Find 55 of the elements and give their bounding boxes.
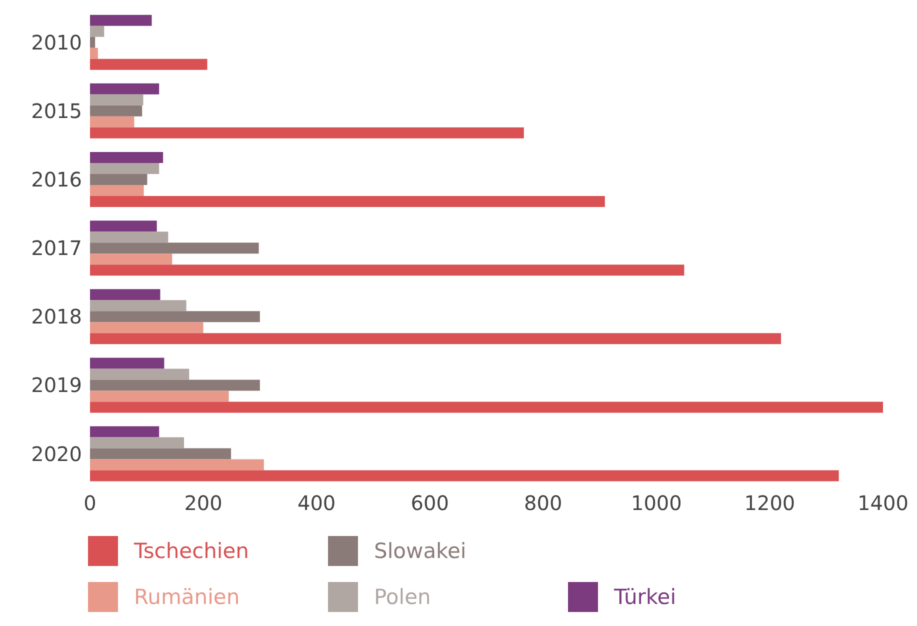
bar	[90, 83, 160, 94]
bar	[90, 152, 164, 163]
bar	[90, 333, 782, 344]
bar	[90, 358, 164, 369]
bar	[90, 196, 605, 207]
bar	[90, 58, 208, 70]
legend-label: Tschechien	[134, 539, 249, 563]
y-tick-label: 2018	[31, 304, 82, 329]
legend-label: Polen	[374, 585, 431, 609]
bar	[90, 232, 168, 243]
x-tick-label: 0	[84, 491, 96, 516]
bar	[90, 220, 157, 232]
bar	[90, 390, 229, 402]
y-tick-label: 2015	[31, 98, 82, 123]
bar	[90, 14, 152, 26]
x-tick-label: 400	[297, 491, 336, 516]
legend-label: Türkei	[614, 585, 676, 609]
x-tick-label: 1200	[744, 491, 796, 516]
y-tick-label: 2016	[31, 168, 82, 192]
bar	[90, 426, 160, 438]
x-tick-label: 200	[184, 491, 222, 516]
bar	[90, 48, 98, 59]
bar	[90, 163, 160, 174]
x-tick-label: 600	[410, 491, 449, 516]
bar	[90, 242, 259, 254]
bar	[90, 448, 232, 460]
bar	[90, 26, 104, 37]
bar	[90, 459, 264, 470]
bar	[90, 437, 184, 448]
y-tick-label: 2019	[31, 373, 82, 398]
bar	[90, 322, 204, 334]
bar	[90, 127, 524, 138]
bar	[90, 402, 883, 413]
bar	[90, 380, 260, 391]
y-tick-label: 2017	[31, 236, 82, 260]
bar	[90, 174, 148, 185]
bar	[90, 289, 160, 300]
bar	[90, 36, 96, 48]
bar	[90, 470, 839, 482]
bar	[90, 94, 144, 106]
x-tick-label: 1000	[630, 491, 682, 516]
bar	[90, 264, 684, 276]
bar	[90, 105, 142, 116]
bar	[90, 300, 186, 312]
x-tick-label: 1400	[858, 491, 908, 516]
bar	[90, 116, 134, 128]
x-tick-label: 800	[524, 491, 562, 516]
legend-label: Rumänien	[134, 585, 240, 609]
bar	[90, 254, 172, 265]
bar	[90, 311, 260, 322]
y-tick-label: 2010	[31, 30, 82, 54]
y-tick-label: 2020	[31, 442, 82, 466]
bar	[90, 185, 144, 196]
legend-label: Slowakei	[374, 539, 466, 563]
bar	[90, 368, 190, 380]
